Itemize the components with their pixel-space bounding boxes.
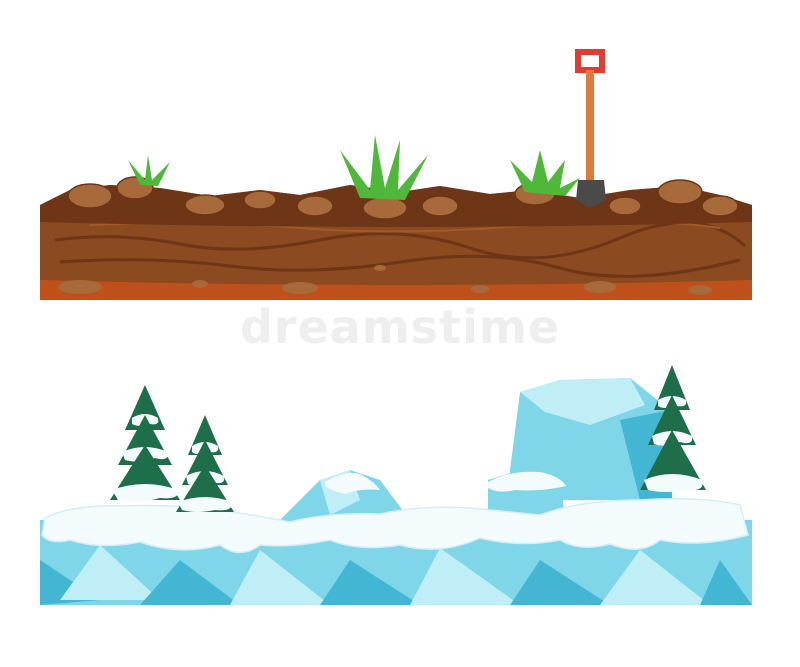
soil-clump <box>67 183 113 209</box>
soil-stone <box>374 265 386 271</box>
soil-clump <box>608 196 642 216</box>
ice-ground-tile <box>40 365 752 605</box>
soil-stone <box>192 280 208 288</box>
shovel <box>575 49 606 208</box>
soil-stone <box>471 285 489 293</box>
soil-strata-line <box>54 221 747 260</box>
shovel-grip <box>575 49 605 73</box>
soil-ground-tile <box>40 49 752 300</box>
soil-stone <box>58 280 102 294</box>
soil-clump <box>243 190 277 210</box>
soil-stone <box>584 281 616 293</box>
ice-facet <box>410 548 520 605</box>
pine-tree <box>640 365 706 492</box>
soil-clump <box>184 194 226 216</box>
ice-facet <box>320 560 420 605</box>
grass-tuft <box>128 155 170 186</box>
pine-tree <box>110 385 180 502</box>
soil-bottom-band <box>40 280 752 300</box>
shovel-blade <box>576 180 606 208</box>
ice-facet <box>700 560 752 605</box>
shovel-handle <box>586 70 594 180</box>
snow-cap <box>488 471 566 492</box>
snow-cap <box>325 473 380 494</box>
ice-facet <box>60 545 160 600</box>
soil-clump <box>421 195 459 217</box>
grass-tuft <box>510 150 580 196</box>
ice-facet <box>140 560 240 605</box>
iceberg-facet <box>520 378 645 425</box>
soil-clump <box>701 195 739 217</box>
ice-facet <box>600 550 710 605</box>
pine-tree <box>176 415 234 512</box>
soil-clump <box>362 196 408 220</box>
ice-facet <box>230 550 330 605</box>
soil-clump <box>296 195 334 217</box>
soil-stone <box>282 282 318 294</box>
grass-tuft <box>340 135 428 200</box>
soil-stone <box>688 285 712 295</box>
soil-clump <box>657 179 703 205</box>
ice-facet <box>510 560 610 605</box>
soil-strata-line <box>59 254 741 278</box>
snow-layer <box>41 498 749 554</box>
